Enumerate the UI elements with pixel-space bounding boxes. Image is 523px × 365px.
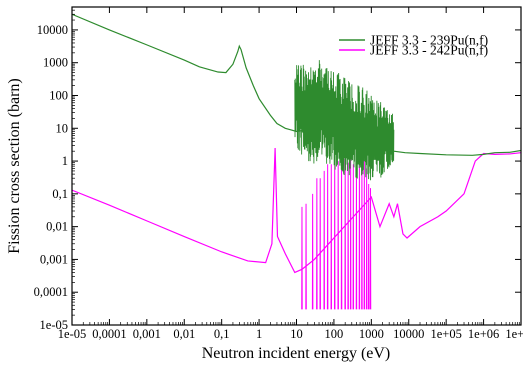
x-axis-label: Neutron incident energy (eV) xyxy=(202,345,391,362)
x-tick-label: 0,001 xyxy=(133,327,161,341)
legend-label: JEFF 3.3 - 242Pu(n,f) xyxy=(370,43,488,58)
y-tick-label: 0,1 xyxy=(52,187,68,201)
series-239pu-line xyxy=(72,13,521,156)
y-tick-label: 0,01 xyxy=(46,220,68,234)
x-tick-label: 1e+07 xyxy=(505,327,523,341)
x-tick-label: 10 xyxy=(290,327,303,341)
x-tick-label: 0,1 xyxy=(214,327,230,341)
x-tick-label: 1e+06 xyxy=(468,327,499,341)
x-tick-label: 1e-05 xyxy=(58,327,86,341)
legend-label: JEFF 3.3 - 239Pu(n,f) xyxy=(370,33,488,48)
x-tick-label: 1e+05 xyxy=(430,327,461,341)
x-tick-label: 0,0001 xyxy=(92,327,126,341)
y-tick-label: 0,0001 xyxy=(34,285,68,299)
x-tick-label: 10000 xyxy=(393,327,424,341)
legend: JEFF 3.3 - 239Pu(n,f)JEFF 3.3 - 242Pu(n,… xyxy=(339,33,488,58)
y-tick-label: 1e-05 xyxy=(40,318,68,332)
x-tick-label: 100 xyxy=(325,327,344,341)
y-tick-label: 10 xyxy=(56,121,69,135)
x-tick-label: 1 xyxy=(256,327,262,341)
series-layer xyxy=(72,13,521,310)
y-tick-label: 0,001 xyxy=(40,252,68,266)
x-tick-label: 0,01 xyxy=(173,327,195,341)
y-tick-label: 1 xyxy=(62,154,68,168)
y-axis-label: Fission cross section (barn) xyxy=(6,78,23,254)
y-tick-label: 1000 xyxy=(43,56,68,70)
series-242pu-line xyxy=(72,147,521,274)
series-239pu-resonance-band xyxy=(294,60,395,181)
ticks-layer: 1e-05 0,0001 0,001 0,01 0,1 1 10 100 1000 10000 1e… xyxy=(34,6,523,341)
y-tick-label: 100 xyxy=(49,88,68,102)
x-tick-label: 1000 xyxy=(359,327,384,341)
y-tick-label: 10000 xyxy=(37,23,68,37)
